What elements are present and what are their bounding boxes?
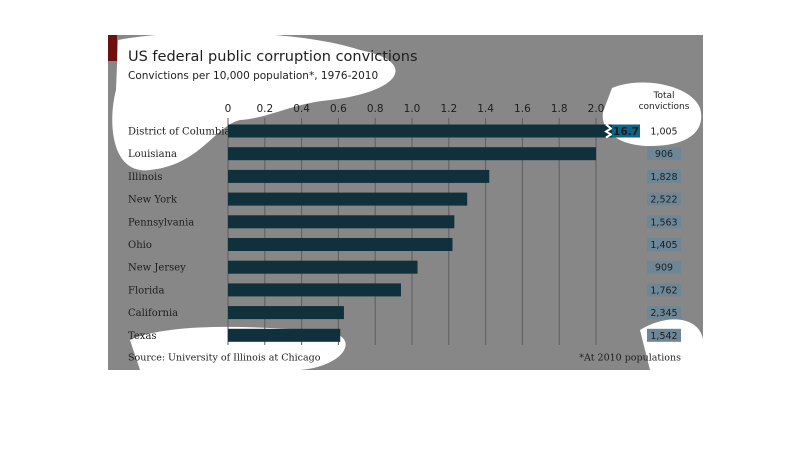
y-tick-label: New York <box>128 195 178 206</box>
value-label: 16.7 <box>613 126 639 138</box>
total-box <box>647 238 681 251</box>
bar <box>228 147 596 161</box>
totals-header: Total convictions <box>639 91 690 112</box>
y-tick-label: Texas <box>128 331 157 342</box>
total-box <box>647 215 681 229</box>
x-tick-label: 1.2 <box>440 103 457 115</box>
value-label-box <box>612 124 640 138</box>
total-value: 1,405 <box>650 240 677 251</box>
y-tick-label: New Jersey <box>128 263 186 274</box>
total-box <box>647 147 681 161</box>
y-tick-label: District of Columbia <box>128 127 230 138</box>
total-value: 1,542 <box>650 331 677 342</box>
bar-break <box>604 123 613 139</box>
bar <box>228 260 418 274</box>
total-value: 2,522 <box>650 195 677 206</box>
bar <box>228 283 401 297</box>
total-box <box>647 192 681 206</box>
total-box <box>647 283 681 297</box>
y-tick-label: Pennsylvania <box>128 217 194 228</box>
x-tick-label: 0.4 <box>293 103 310 115</box>
bar <box>228 124 612 138</box>
x-tick-label: 1.8 <box>551 103 568 115</box>
x-tick-label: 0.8 <box>367 103 384 115</box>
y-tick-label: Ohio <box>128 240 152 251</box>
total-box <box>647 328 681 342</box>
total-box <box>647 260 681 274</box>
total-value: 2,345 <box>650 308 677 319</box>
chart-title: US federal public corruption convictions <box>128 49 418 65</box>
total-value: 1,762 <box>650 285 677 296</box>
y-tick-label: Illinois <box>128 172 162 183</box>
bar <box>228 328 341 342</box>
source: Source: University of Illinois at Chicag… <box>128 353 321 364</box>
total-value: 906 <box>655 149 673 160</box>
chart-subtitle: Convictions per 10,000 population*, 1976… <box>128 70 378 82</box>
y-tick-label: Louisiana <box>128 149 177 160</box>
x-tick-label: 0.6 <box>330 103 347 115</box>
x-tick-label: 1.0 <box>404 103 421 115</box>
bar <box>228 238 453 251</box>
x-tick-label: 0 <box>225 103 232 115</box>
bar <box>228 192 468 206</box>
total-value: 1,828 <box>650 172 677 183</box>
bar <box>228 215 455 229</box>
total-box <box>647 169 681 183</box>
footnote: *At 2010 populations <box>579 353 681 364</box>
total-box <box>647 306 681 320</box>
y-tick-label: California <box>128 308 178 319</box>
total-value: 1,005 <box>650 127 677 138</box>
total-value: 909 <box>655 263 673 274</box>
x-tick-label: 2.0 <box>588 103 605 115</box>
y-tick-label: Florida <box>128 285 165 296</box>
highlight <box>112 32 396 171</box>
bar <box>228 169 490 183</box>
bar <box>228 306 344 320</box>
x-tick-label: 1.4 <box>477 103 494 115</box>
accent-bar <box>108 35 117 61</box>
x-tick-label: 0.2 <box>256 103 273 115</box>
x-tick-label: 1.6 <box>514 103 531 115</box>
total-value: 1,563 <box>650 217 677 228</box>
